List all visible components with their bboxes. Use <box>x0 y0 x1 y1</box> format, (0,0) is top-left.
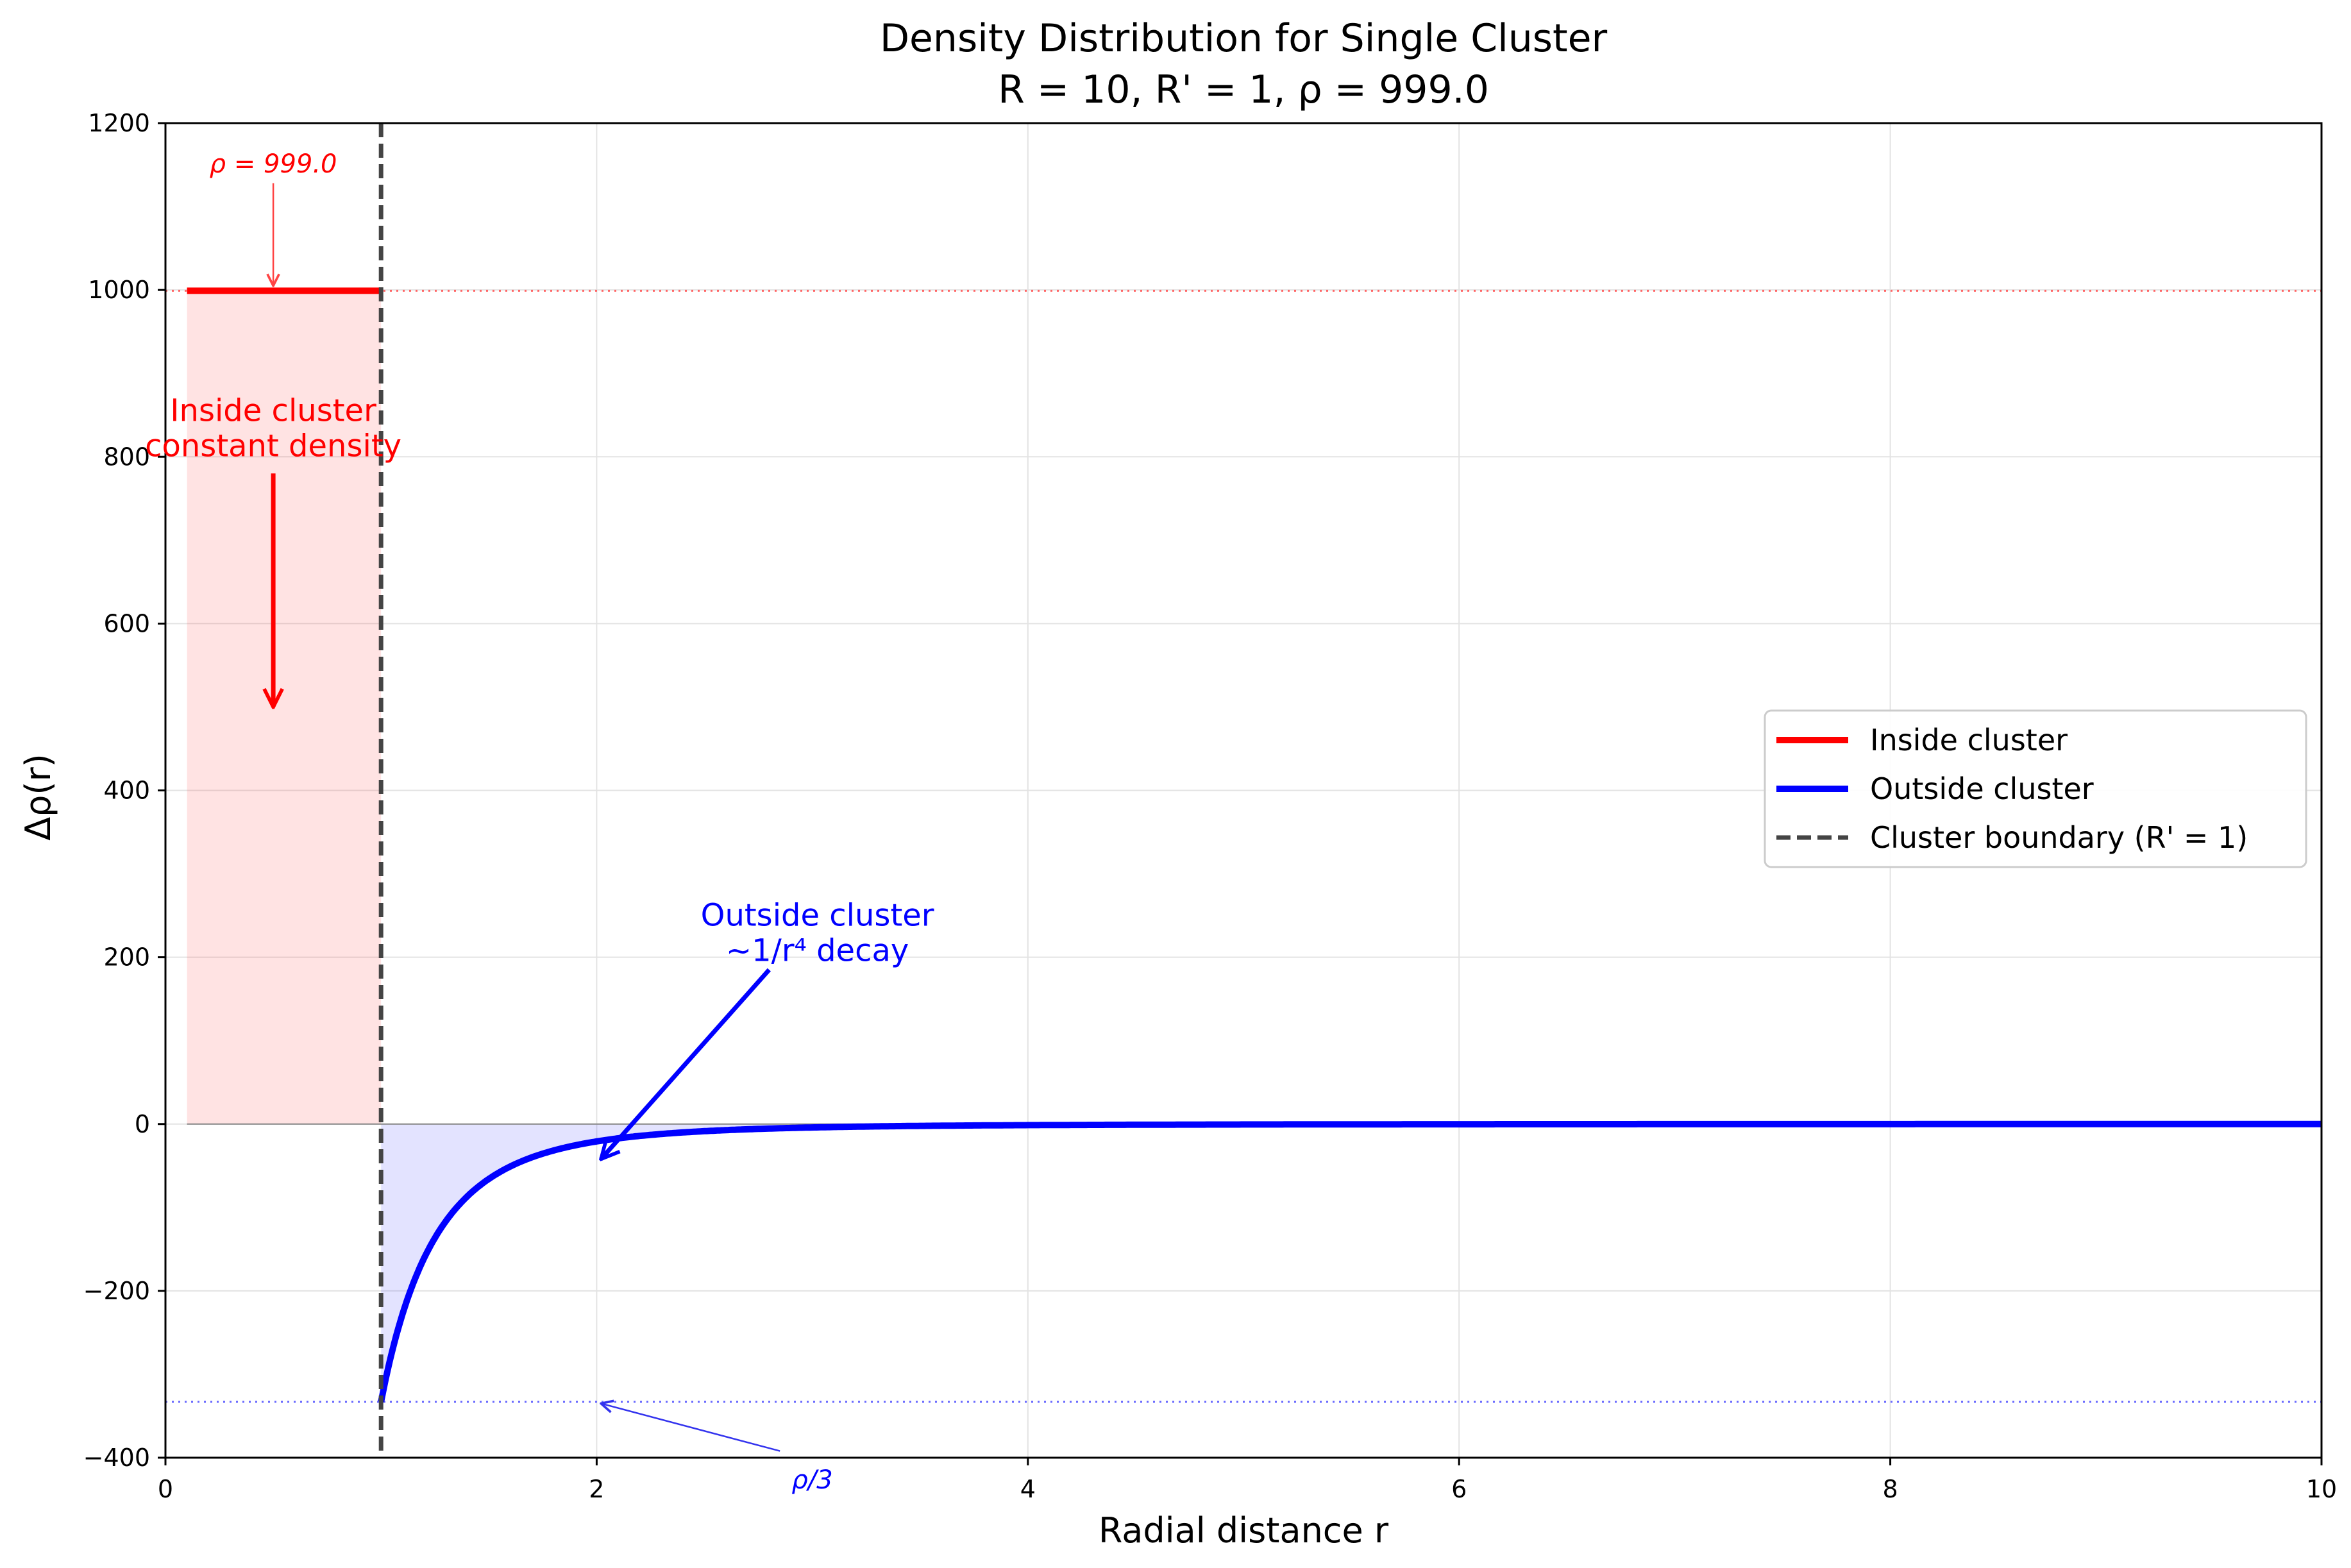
x-axis-label: Radial distance r <box>1099 1510 1389 1551</box>
series-outside-cluster-line <box>378 1120 2323 1403</box>
y-tick-label: 800 <box>103 443 150 471</box>
y-tick-label: 1000 <box>88 276 150 304</box>
annotation-inside-text-line: constant density <box>145 428 401 464</box>
y-tick-label: −400 <box>83 1444 150 1472</box>
y-tick-label: −200 <box>83 1277 150 1305</box>
x-tick-label: 0 <box>158 1475 173 1503</box>
y-axis-label: Δρ(r) <box>18 754 58 841</box>
outside-cluster-fill <box>381 1124 2322 1402</box>
y-tick-label: 600 <box>103 609 150 637</box>
y-tick-label: 400 <box>103 777 150 805</box>
legend-label: Outside cluster <box>1870 771 2094 806</box>
y-tick-label: 1200 <box>88 109 150 137</box>
x-tick-label: 6 <box>1451 1475 1467 1503</box>
x-tick-label: 8 <box>1883 1475 1898 1503</box>
annotation-rho-label: ρ = 999.0 <box>210 149 337 179</box>
legend-label: Cluster boundary (R' = 1) <box>1870 820 2248 855</box>
inside-cluster-fill <box>187 291 382 1124</box>
legend-label: Inside cluster <box>1870 723 2068 757</box>
x-tick-label: 2 <box>589 1475 604 1503</box>
annotation-inside-text-line: Inside cluster <box>170 393 376 429</box>
annotation-rho-third-label: ρ/3 <box>791 1465 832 1495</box>
legend-box <box>1764 709 2307 868</box>
annotation-outside-arrow <box>601 968 771 1159</box>
x-tick-label: 4 <box>1020 1475 1036 1503</box>
chart-title: Density Distribution for Single Cluster <box>880 16 1608 61</box>
y-tick-label: 0 <box>135 1110 150 1138</box>
y-tick-label: 200 <box>103 943 150 972</box>
annotation-outside-text-line: ~1/r⁴ decay <box>726 933 909 969</box>
annotation-outside-text-line: Outside cluster <box>701 898 934 934</box>
x-tick-label: 10 <box>2306 1475 2337 1503</box>
chart-subtitle: R = 10, R' = 1, ρ = 999.0 <box>998 67 1489 112</box>
annotation-rho-third-arrow <box>601 1403 780 1452</box>
